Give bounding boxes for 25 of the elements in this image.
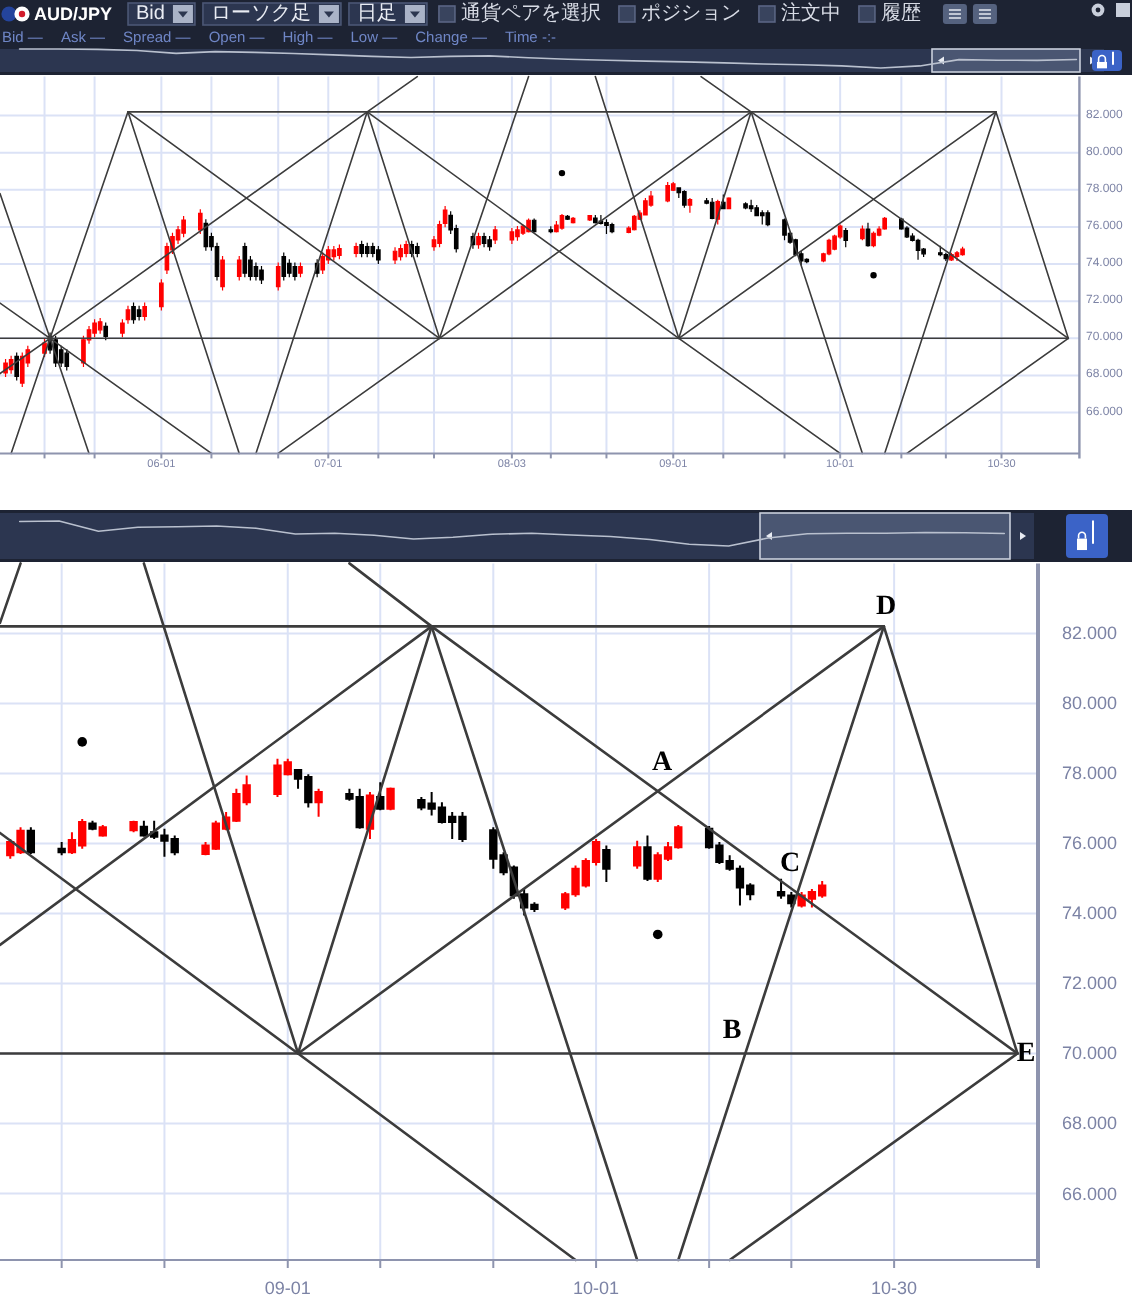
- control-dropdown: Bid: [127, 2, 196, 26]
- y-tick-label: 66.000: [1062, 1183, 1118, 1204]
- x-tick-label: 10-01: [573, 1278, 620, 1298]
- y-tick-label: 80.000: [1062, 693, 1118, 714]
- y-tick-label: 68.000: [1062, 1113, 1118, 1134]
- y-tick-label: 82.000: [1062, 623, 1118, 644]
- y-tick-label: 74.000: [1062, 903, 1118, 924]
- annotation: B: [722, 1016, 742, 1046]
- y-tick-label: 76.000: [1062, 833, 1118, 854]
- x-tick-label: 10-30: [871, 1278, 918, 1298]
- control-dropdown: ローソク足: [202, 2, 342, 26]
- control-checkbox: 通貨ペアを選択: [438, 3, 601, 25]
- y-tick-label: 70.000: [1062, 1043, 1118, 1064]
- control-checkbox: 履歴: [858, 3, 921, 25]
- x-tick-label: 09-01: [264, 1278, 311, 1298]
- y-tick-label: 78.000: [1062, 763, 1118, 784]
- control-checkbox: ポジション: [618, 3, 741, 25]
- y-tick-label: 72.000: [1062, 973, 1118, 994]
- annotation: D: [875, 592, 897, 622]
- annotation: E: [1016, 1039, 1036, 1069]
- control-dropdown: 日足: [348, 2, 428, 26]
- annotation: C: [779, 849, 801, 879]
- annotation: A: [651, 748, 674, 778]
- text: AUD/JPY: [34, 4, 113, 24]
- control-checkbox: 注文中: [758, 3, 841, 25]
